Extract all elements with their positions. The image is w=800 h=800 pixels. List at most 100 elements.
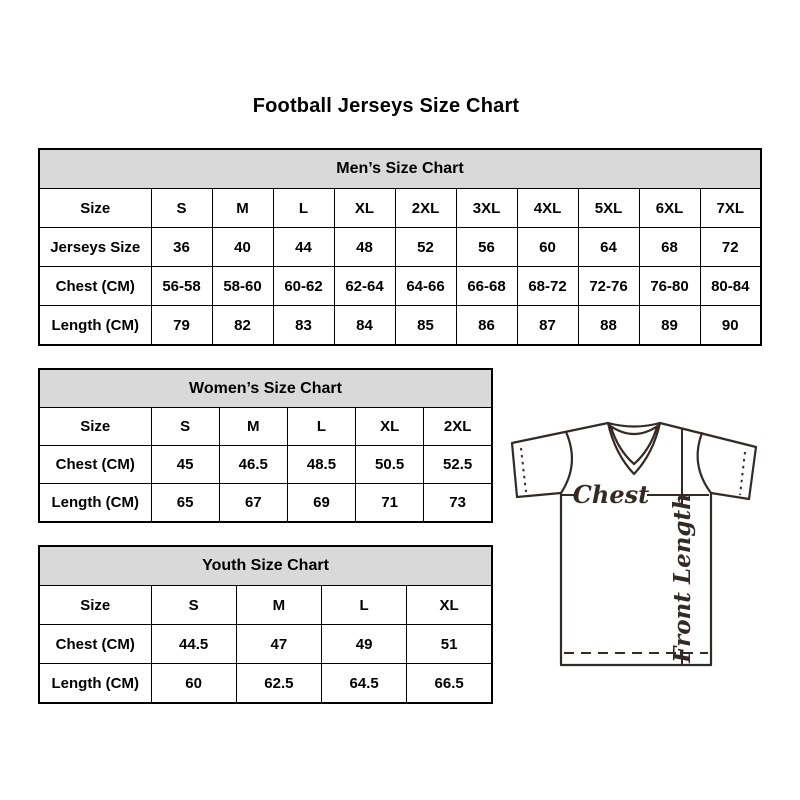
size-value-cell: 49 bbox=[320, 624, 408, 664]
size-value-cell: 52.5 bbox=[423, 445, 493, 484]
size-value-cell: 2XL bbox=[423, 407, 493, 446]
size-value-cell: 82 bbox=[211, 305, 274, 346]
table-row: Length (CM) 65 67 69 71 73 bbox=[38, 483, 493, 523]
right-armhole-seam bbox=[696, 431, 713, 495]
size-value-cell: M bbox=[211, 188, 274, 228]
size-value-cell: 85 bbox=[394, 305, 457, 346]
row-label-cell: Length (CM) bbox=[38, 483, 152, 523]
size-value-cell: S bbox=[150, 407, 220, 446]
row-label-cell: Jerseys Size bbox=[38, 227, 152, 267]
size-value-cell: 58-60 bbox=[211, 266, 274, 306]
collar-top-arc bbox=[606, 421, 662, 428]
size-value-cell: 48.5 bbox=[286, 445, 357, 484]
table-row: Length (CM) 79 82 83 84 85 86 87 88 89 90 bbox=[38, 305, 762, 346]
size-value-cell: 3XL bbox=[455, 188, 518, 228]
size-value-cell: XL bbox=[355, 407, 425, 446]
front-length-label: Front Length bbox=[669, 493, 696, 664]
size-value-cell: 83 bbox=[272, 305, 335, 346]
size-value-cell: 64-66 bbox=[394, 266, 457, 306]
jersey-outline bbox=[510, 421, 758, 667]
row-label-cell: Chest (CM) bbox=[38, 266, 152, 306]
size-value-cell: 50.5 bbox=[355, 445, 425, 484]
size-value-cell: 90 bbox=[699, 305, 762, 346]
size-value-cell: S bbox=[150, 188, 213, 228]
table-row: Length (CM) 60 62.5 64.5 66.5 bbox=[38, 663, 493, 704]
table-section-header: Women’s Size Chart bbox=[38, 368, 493, 408]
size-value-cell: 46.5 bbox=[218, 445, 288, 484]
page-title: Football Jerseys Size Chart bbox=[252, 95, 520, 117]
vneck-outer-line bbox=[606, 421, 662, 476]
left-cuff-stitch-line bbox=[520, 447, 527, 493]
chest-label: Chest bbox=[573, 480, 649, 509]
size-value-cell: L bbox=[286, 407, 357, 446]
chest-label-bg bbox=[575, 481, 647, 508]
size-value-cell: 5XL bbox=[577, 188, 640, 228]
collar-inner-arc bbox=[607, 423, 661, 436]
row-label-cell: Chest (CM) bbox=[38, 445, 152, 484]
table-row: Chest (CM) 45 46.5 48.5 50.5 52.5 bbox=[38, 445, 493, 484]
size-value-cell: 48 bbox=[333, 227, 396, 267]
size-value-cell: L bbox=[272, 188, 335, 228]
size-value-cell: 45 bbox=[150, 445, 220, 484]
size-value-cell: 68-72 bbox=[516, 266, 579, 306]
size-value-cell: 47 bbox=[235, 624, 323, 664]
size-value-cell: 6XL bbox=[638, 188, 701, 228]
size-value-cell: 86 bbox=[455, 305, 518, 346]
table-section-header: Youth Size Chart bbox=[38, 545, 493, 586]
size-value-cell: 44.5 bbox=[150, 624, 237, 664]
size-value-cell: 66.5 bbox=[406, 663, 493, 704]
size-value-cell: 52 bbox=[394, 227, 457, 267]
size-value-cell: 76-80 bbox=[638, 266, 701, 306]
right-cuff-stitch-line bbox=[739, 451, 746, 496]
size-value-cell: 62.5 bbox=[235, 663, 323, 704]
table-section-header: Men’s Size Chart bbox=[38, 148, 762, 189]
table-row: Chest (CM) 44.5 47 49 51 bbox=[38, 624, 493, 664]
size-value-cell: 36 bbox=[150, 227, 213, 267]
size-value-cell: 44 bbox=[272, 227, 335, 267]
size-value-cell: 62-64 bbox=[333, 266, 396, 306]
row-label-cell: Size bbox=[38, 407, 152, 446]
left-armhole-seam bbox=[559, 430, 574, 495]
row-label-cell: Size bbox=[38, 188, 152, 228]
table-row: Size S M L XL 2XL 3XL 4XL 5XL 6XL 7XL bbox=[38, 188, 762, 228]
size-value-cell: 72 bbox=[699, 227, 762, 267]
size-value-cell: 64 bbox=[577, 227, 640, 267]
womens-size-table: Women’s Size Chart Size S M L XL 2XL Chest (CM)… bbox=[38, 368, 493, 523]
row-label-cell: Length (CM) bbox=[38, 305, 152, 346]
youth-size-table: Youth Size Chart Size S M L XL Chest (CM) 44.5 4… bbox=[38, 545, 493, 704]
size-value-cell: 64.5 bbox=[320, 663, 408, 704]
size-value-cell: 56-58 bbox=[150, 266, 213, 306]
size-value-cell: 84 bbox=[333, 305, 396, 346]
front-length-label-bg bbox=[672, 506, 699, 650]
size-value-cell: 60 bbox=[516, 227, 579, 267]
size-value-cell: 71 bbox=[355, 483, 425, 523]
size-value-cell: 65 bbox=[150, 483, 220, 523]
mens-size-table: Men’s Size Chart Size S M L XL 2XL 3XL 4XL 5XL 6XL… bbox=[38, 148, 762, 346]
size-value-cell: 68 bbox=[638, 227, 701, 267]
size-value-cell: 67 bbox=[218, 483, 288, 523]
size-value-cell: XL bbox=[333, 188, 396, 228]
vneck-inner-line bbox=[609, 425, 659, 466]
size-value-cell: 56 bbox=[455, 227, 518, 267]
size-value-cell: 87 bbox=[516, 305, 579, 346]
size-value-cell: 7XL bbox=[699, 188, 762, 228]
size-value-cell: M bbox=[218, 407, 288, 446]
size-value-cell: 89 bbox=[638, 305, 701, 346]
size-value-cell: 4XL bbox=[516, 188, 579, 228]
size-value-cell: 60 bbox=[150, 663, 237, 704]
size-value-cell: 40 bbox=[211, 227, 274, 267]
row-label-cell: Size bbox=[38, 585, 152, 625]
jersey-measurement-diagram: Chest Front Length bbox=[510, 421, 758, 667]
size-value-cell: 72-76 bbox=[577, 266, 640, 306]
size-value-cell: XL bbox=[406, 585, 493, 625]
table-row: Jerseys Size 36 40 44 48 52 56 60 64 68 72 bbox=[38, 227, 762, 267]
table-row: Chest (CM) 56-58 58-60 60-62 62-64 64-66 66-68… bbox=[38, 266, 762, 306]
size-value-cell: 51 bbox=[406, 624, 493, 664]
size-value-cell: L bbox=[320, 585, 408, 625]
size-value-cell: 73 bbox=[423, 483, 493, 523]
size-value-cell: 69 bbox=[286, 483, 357, 523]
table-row: Size S M L XL bbox=[38, 585, 493, 625]
size-value-cell: M bbox=[235, 585, 323, 625]
row-label-cell: Chest (CM) bbox=[38, 624, 152, 664]
